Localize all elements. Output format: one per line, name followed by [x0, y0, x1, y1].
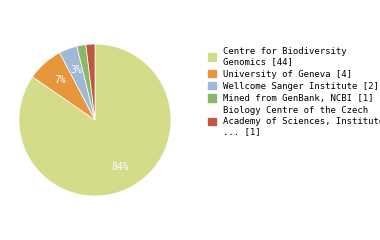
Wedge shape [19, 44, 171, 196]
Text: 7%: 7% [54, 75, 66, 85]
Wedge shape [77, 45, 95, 120]
Wedge shape [60, 46, 95, 120]
Text: 3%: 3% [70, 65, 82, 75]
Wedge shape [32, 53, 95, 120]
Legend: Centre for Biodiversity
Genomics [44], University of Geneva [4], Wellcome Sanger: Centre for Biodiversity Genomics [44], U… [204, 43, 380, 139]
Wedge shape [86, 44, 95, 120]
Text: 84%: 84% [111, 162, 128, 172]
